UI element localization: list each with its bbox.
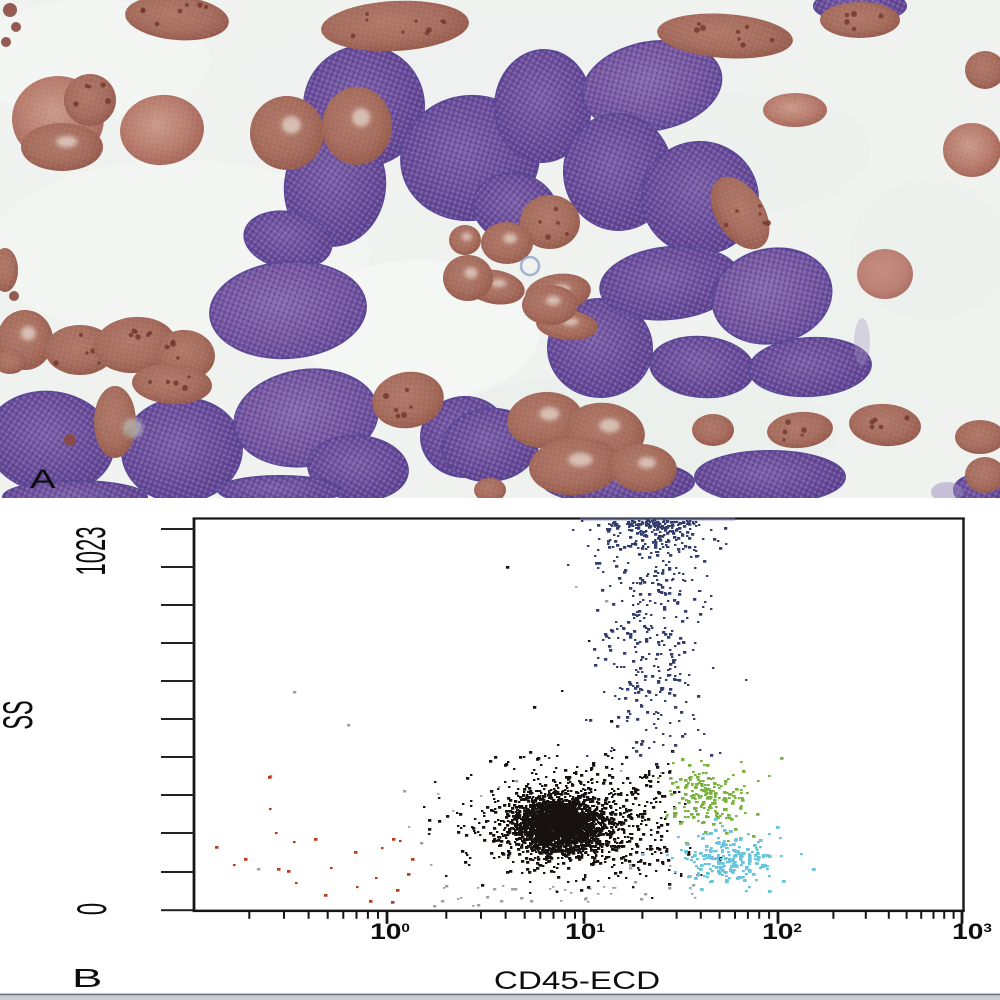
svg-text:SS: SS (0, 700, 42, 729)
svg-text:1023: 1023 (69, 527, 115, 576)
svg-text:A: A (30, 464, 57, 494)
svg-text:B: B (72, 963, 102, 992)
svg-text:0: 0 (70, 903, 116, 915)
svg-text:CD45-ECD: CD45-ECD (494, 967, 660, 995)
